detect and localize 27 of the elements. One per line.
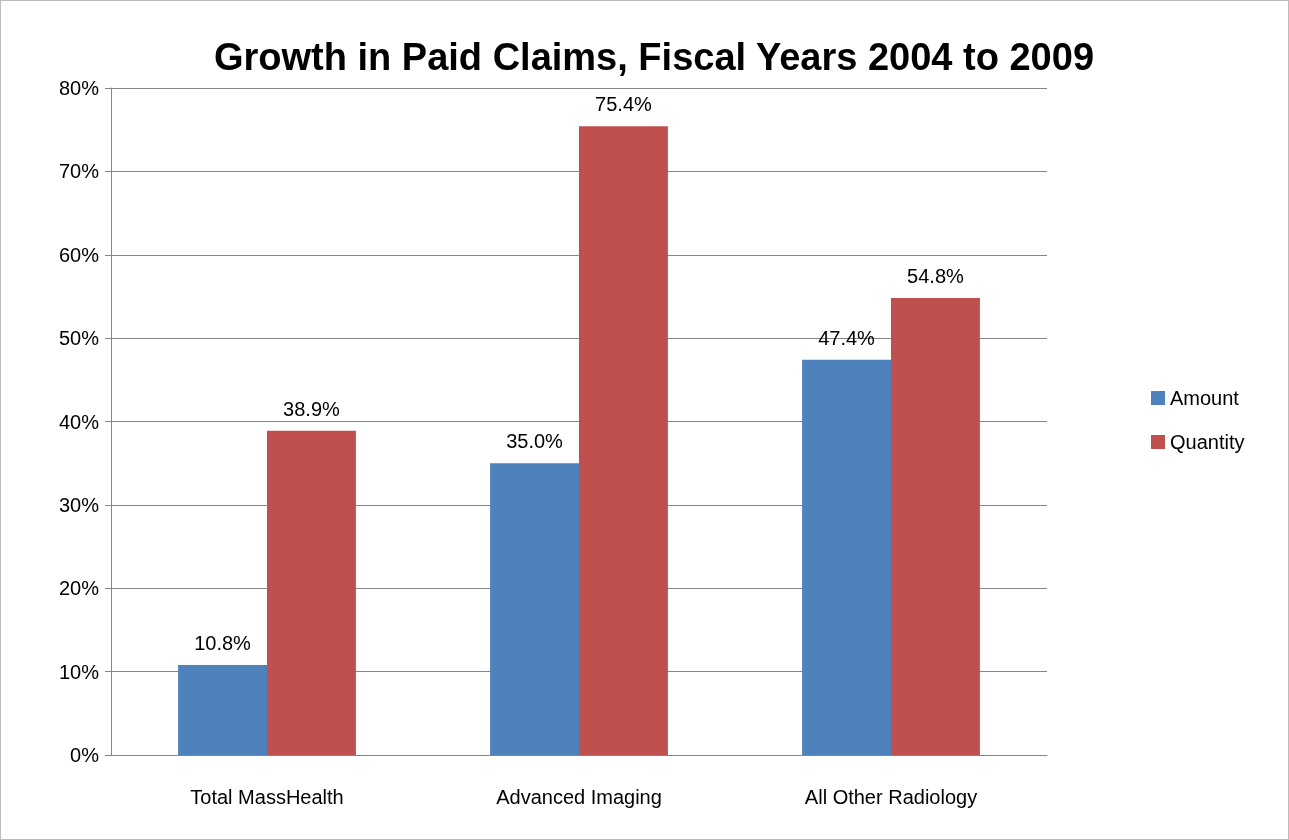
x-tick-label: Total MassHealth <box>190 786 344 808</box>
y-tick-label: 30% <box>58 493 100 516</box>
data-label: 47.4% <box>818 326 876 349</box>
bar <box>490 463 579 755</box>
bar <box>891 298 980 755</box>
x-tick-label: All Other Radiology <box>804 786 978 808</box>
chart-title: Growth in Paid Claims, Fiscal Years 2004 to 2009 <box>213 36 1095 78</box>
legend-label: Amount <box>1170 387 1240 409</box>
y-tick-label: 0% <box>70 744 100 766</box>
y-tick-label: 40% <box>58 410 100 433</box>
data-label: 38.9% <box>283 397 341 420</box>
y-tick-label: 80% <box>58 77 100 99</box>
bar <box>802 359 891 755</box>
legend-label: Quantity <box>1170 431 1245 453</box>
y-tick-label: 20% <box>58 577 100 600</box>
y-tick-label: 50% <box>58 327 100 350</box>
bar <box>178 664 267 755</box>
y-tick-label: 70% <box>58 160 100 183</box>
bar <box>579 126 668 755</box>
data-label: 10.8% <box>194 631 252 654</box>
x-tick-label: Advanced Imaging <box>496 786 662 808</box>
data-label: 75.4% <box>595 93 653 116</box>
data-label: 35.0% <box>506 430 564 453</box>
y-tick-label: 60% <box>58 243 100 266</box>
y-tick-label: 10% <box>58 660 100 683</box>
bar <box>267 430 356 755</box>
data-label: 54.8% <box>907 265 965 288</box>
